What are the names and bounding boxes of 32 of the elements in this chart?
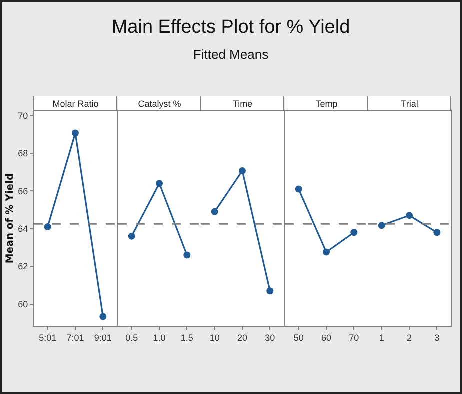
- x-tick-label: 70: [348, 332, 359, 343]
- point: [100, 313, 107, 320]
- y-tick-label: 62: [18, 262, 28, 272]
- y-tick-label: 68: [18, 148, 28, 159]
- x-tick-label: 60: [321, 332, 332, 343]
- y-tick-label: 64: [18, 224, 28, 234]
- chart-title: Molar Ratio: [52, 99, 99, 110]
- text: Fitted Means: [192, 46, 270, 64]
- chart-title: Catalyst %: [138, 99, 181, 110]
- x-tick-label: 20: [238, 332, 248, 343]
- x-tick-label: 30: [265, 332, 276, 343]
- x-tick-label: 1.0: [152, 332, 166, 343]
- x-tick-label: 9:01: [94, 332, 112, 343]
- y-tick-label: 66: [18, 186, 28, 196]
- y-axis-title: Mean of % Yield: [5, 173, 16, 264]
- text: Main Effects Plot for % Yield: [110, 16, 352, 40]
- x-tick-label: 3: [435, 332, 440, 343]
- point: [72, 130, 79, 137]
- y-tick-label: 60: [18, 299, 28, 310]
- x-tick-label: 10: [210, 332, 220, 343]
- x-tick-label: 50: [294, 332, 304, 343]
- x-tick-label: 7:01: [66, 332, 84, 343]
- x-tick-label: 1.5: [180, 332, 194, 343]
- x-tick-label: 5:01: [39, 332, 57, 343]
- y-tick-label: 70: [18, 110, 28, 121]
- x-tick-label: 2: [407, 332, 412, 343]
- x-tick-label: 0.5: [125, 332, 138, 343]
- x-tick-label: 1: [380, 332, 385, 343]
- chart-title: Time: [233, 99, 253, 110]
- chart-title: Trial: [402, 99, 419, 110]
- chart-title: Temp: [316, 99, 338, 110]
- point: [44, 223, 52, 230]
